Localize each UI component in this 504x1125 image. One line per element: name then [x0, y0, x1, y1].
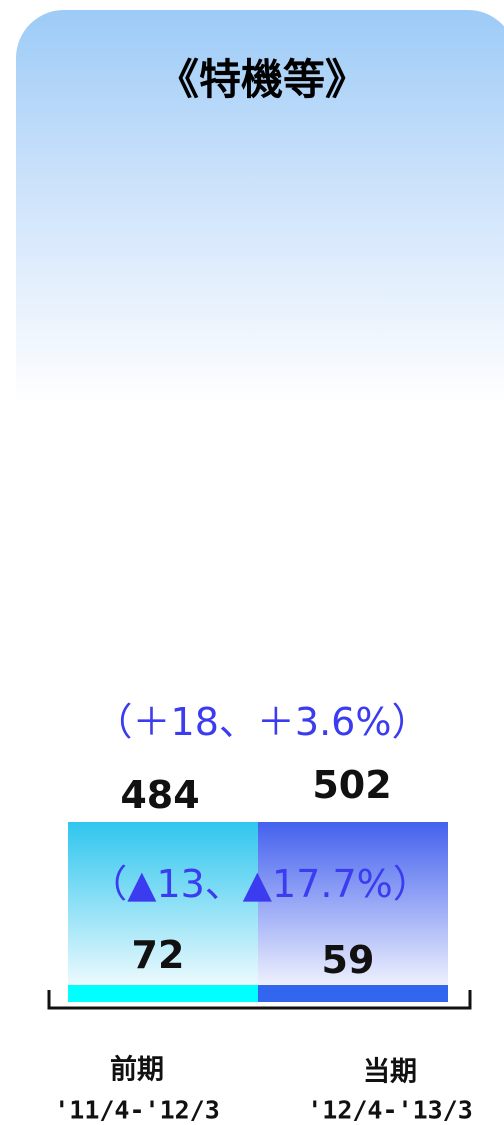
segment-value: 72: [131, 933, 185, 977]
total-value: 484: [120, 773, 200, 817]
strip-current: [258, 985, 448, 1002]
segment-value: 59: [321, 938, 375, 982]
title-panel: [16, 10, 504, 405]
total-change: （＋18、＋3.6%）: [94, 700, 430, 744]
bar-previous: [68, 822, 258, 1002]
period-name: 当期: [363, 1056, 417, 1088]
total-value: 502: [312, 763, 392, 807]
bar-current: [258, 822, 448, 1002]
strip-previous: [68, 985, 258, 1002]
period-range: '12/4-'13/3: [307, 1095, 473, 1125]
segment-change: （▲13、▲17.7%）: [89, 862, 431, 906]
period-name: 前期: [110, 1054, 164, 1086]
bracket-line: [47, 990, 472, 1010]
period-range: '11/4-'12/3: [54, 1095, 220, 1125]
title: 《特機等》: [156, 55, 368, 104]
